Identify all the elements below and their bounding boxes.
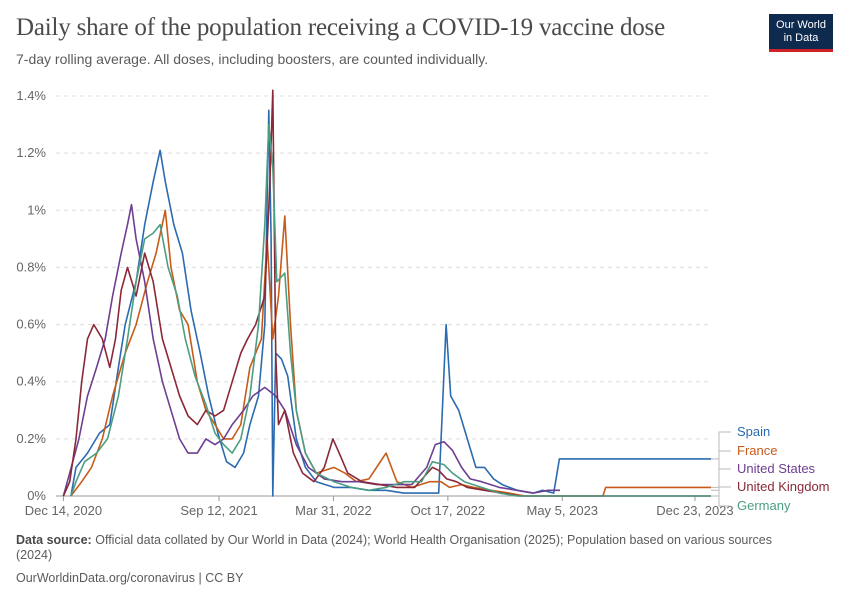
grid	[56, 95, 711, 440]
legend-label[interactable]: United Kingdom	[737, 479, 830, 494]
x-tick-label: Oct 17, 2022	[411, 503, 485, 518]
x-tick-label: Mar 31, 2022	[295, 503, 372, 518]
legend: Spain France United States United Kingdom Ge…	[711, 424, 830, 513]
legend-connector	[711, 431, 731, 460]
legend-label[interactable]: United States	[737, 461, 816, 476]
y-tick-label: 0.4%	[16, 374, 46, 389]
legend-label[interactable]: Germany	[737, 498, 791, 513]
legend-label[interactable]: Spain	[737, 424, 770, 439]
chart-title: Daily share of the population receiving …	[16, 14, 665, 41]
y-tick-label: 0.2%	[16, 431, 46, 446]
credit-line[interactable]: OurWorldinData.org/coronavirus | CC BY	[16, 571, 244, 585]
series-line-spain[interactable]	[70, 109, 711, 497]
series-line-germany[interactable]	[70, 123, 711, 497]
source-label: Data source:	[16, 533, 92, 547]
legend-connector	[711, 468, 731, 491]
owid-logo[interactable]: Our World in Data	[769, 14, 833, 52]
source-text: Official data collated by Our World in D…	[16, 533, 772, 562]
logo-line-1: Our World	[776, 19, 826, 31]
x-axis: Dec 14, 2020 Sep 12, 2021 Mar 31, 2022 Oct …	[25, 495, 734, 518]
y-tick-label: 0.6%	[16, 317, 46, 332]
y-tick-label: 1.2%	[16, 145, 46, 160]
legend-connector	[711, 495, 731, 507]
x-tick-label: Dec 23, 2023	[656, 503, 733, 518]
data-source: Data source: Official data collated by O…	[16, 533, 796, 563]
line-chart: 0% 0.2% 0.4% 0.6% 0.8% 1% 1.2% 1.4% Dec 14, 202…	[16, 88, 830, 518]
series-lines	[62, 89, 711, 497]
y-axis: 0% 0.2% 0.4% 0.6% 0.8% 1% 1.2% 1.4%	[16, 88, 46, 503]
series-line-united-states[interactable]	[62, 203, 560, 497]
y-tick-label: 1.4%	[16, 88, 46, 103]
y-tick-label: 0%	[27, 488, 46, 503]
y-tick-label: 0.8%	[16, 259, 46, 274]
y-tick-label: 1%	[27, 202, 46, 217]
legend-label[interactable]: France	[737, 443, 777, 458]
logo-line-2: in Data	[783, 32, 819, 44]
legend-connector	[711, 486, 731, 497]
x-tick-label: Sep 12, 2021	[180, 503, 257, 518]
chart-subtitle: 7-day rolling average. All doses, includ…	[16, 51, 489, 67]
x-tick-label: Dec 14, 2020	[25, 503, 102, 518]
x-tick-label: May 5, 2023	[526, 503, 598, 518]
